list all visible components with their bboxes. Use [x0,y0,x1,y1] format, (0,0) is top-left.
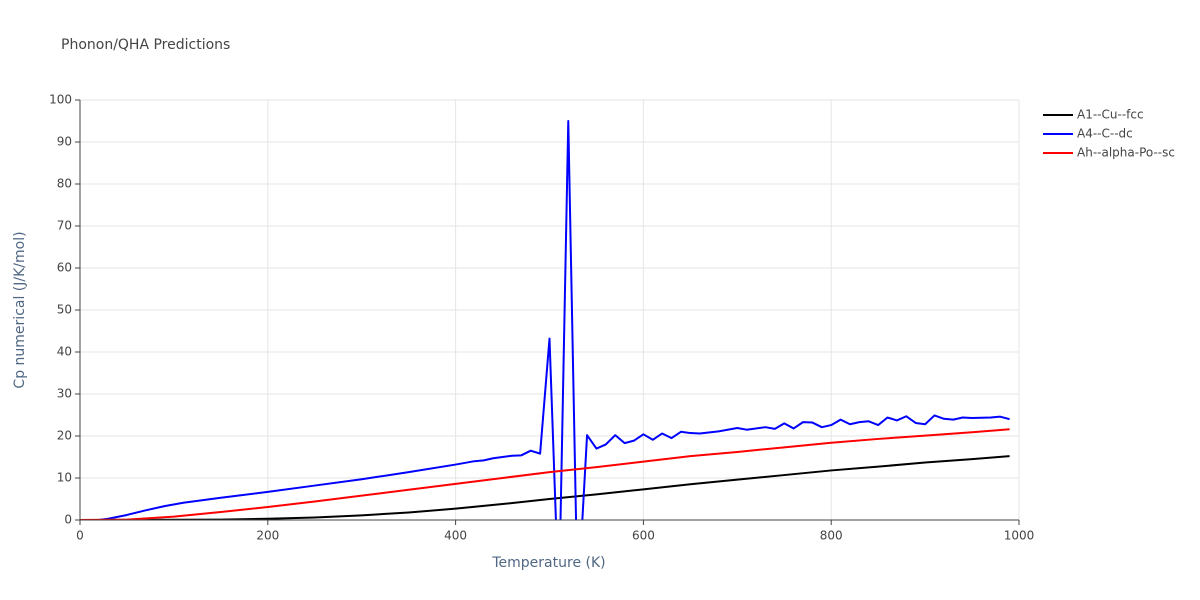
grid [79,99,1020,521]
plot-area [80,120,1010,520]
y-tick-label: 10 [57,471,72,485]
x-tick-label: 0 [76,529,84,543]
y-tick-label: 50 [57,303,72,317]
series-line [80,120,1010,520]
x-tick-label: 200 [256,529,279,543]
y-axis-title: Cp numerical (J/K/mol) [12,231,28,388]
x-tick-label: 1000 [1004,529,1035,543]
y-tick-label: 90 [57,135,72,149]
series-line [80,455,1010,520]
y-tick-label: 30 [57,387,72,401]
y-tick-label: 100 [49,93,72,107]
x-axis-title: Temperature (K) [491,555,605,571]
legend-label: A4--C--dc [1077,127,1133,141]
y-tick-label: 20 [57,429,72,443]
legend: A1--Cu--fcc A4--C--dc Ah--alpha-Po--sc [1043,108,1175,160]
y-tick-label: 70 [57,219,72,233]
x-tick-label: 800 [820,529,843,543]
legend-label: A1--Cu--fcc [1077,108,1144,122]
y-tick-label: 60 [57,261,72,275]
x-tick-label: 400 [444,529,467,543]
x-tick-label: 600 [632,529,655,543]
y-tick-label: 40 [57,345,72,359]
y-tick-label: 0 [64,513,72,527]
legend-label: Ah--alpha-Po--sc [1077,146,1175,160]
chart-title: Phonon/QHA Predictions [61,37,230,53]
y-tick-label: 80 [57,177,72,191]
series-line [80,428,1010,520]
